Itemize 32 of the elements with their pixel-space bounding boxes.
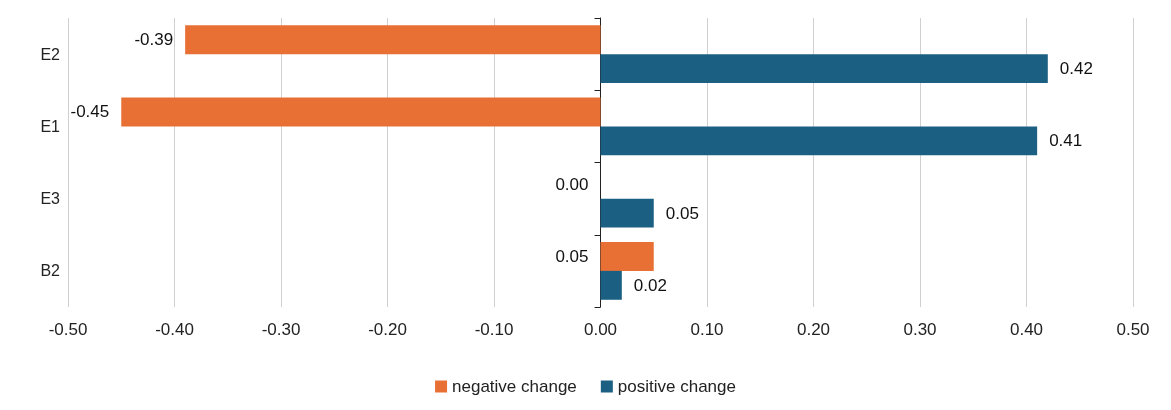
x-tick-label: 0.10 bbox=[690, 320, 724, 339]
data-label: -0.39 bbox=[134, 30, 174, 50]
y-tick-label: B2 bbox=[40, 262, 61, 280]
bar bbox=[600, 54, 1048, 84]
data-label: 0.41 bbox=[1049, 131, 1083, 151]
bar bbox=[600, 198, 654, 228]
x-tick-label: 0.20 bbox=[796, 320, 831, 339]
data-label: 0.02 bbox=[633, 275, 667, 295]
x-tick-label: -0.30 bbox=[261, 320, 301, 339]
bar bbox=[121, 97, 601, 127]
legend-label: negative change bbox=[452, 377, 577, 396]
x-tick-label: -0.40 bbox=[155, 320, 194, 339]
x-tick-label: 0.00 bbox=[583, 320, 618, 339]
x-tick-label: 0.30 bbox=[903, 320, 937, 339]
x-tick-label: 0.50 bbox=[1116, 320, 1150, 339]
y-tick-label: E1 bbox=[40, 117, 61, 135]
x-tick-label: -0.50 bbox=[48, 320, 88, 339]
bar bbox=[185, 25, 601, 55]
x-tick-label: -0.10 bbox=[474, 320, 514, 339]
data-label: 0.00 bbox=[555, 174, 589, 194]
y-tick-label: E2 bbox=[40, 45, 61, 63]
bar bbox=[600, 126, 1038, 156]
data-label: 0.05 bbox=[665, 203, 699, 223]
data-label: -0.45 bbox=[70, 102, 110, 122]
x-tick-label: -0.20 bbox=[368, 320, 407, 339]
x-tick-label: 0.40 bbox=[1009, 320, 1044, 339]
y-tick-label: E3 bbox=[40, 190, 61, 208]
legend-label: positive change bbox=[617, 377, 736, 396]
bar bbox=[600, 270, 622, 300]
data-label: 0.05 bbox=[555, 246, 589, 266]
bar bbox=[600, 241, 654, 271]
data-label: 0.42 bbox=[1059, 59, 1093, 79]
